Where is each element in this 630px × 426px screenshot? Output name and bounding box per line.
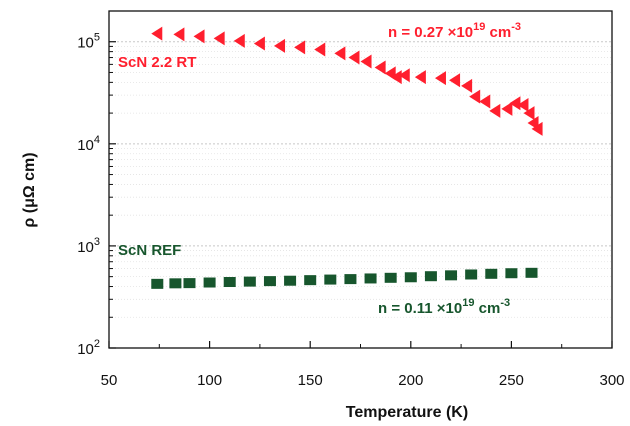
data-point-square <box>424 271 437 282</box>
carrier-text: n = 0.27 ×10 <box>388 24 473 41</box>
data-point-triangle <box>173 27 185 42</box>
data-point-triangle <box>390 70 402 85</box>
series-label-scn-2-2-rt: ScN 2.2 RT <box>118 54 196 71</box>
data-point-triangle <box>501 101 513 116</box>
data-point-triangle <box>360 54 372 69</box>
carrier-unit-exponent: -3 <box>511 21 521 33</box>
data-point-square <box>243 276 256 287</box>
data-point-triangle <box>449 73 461 88</box>
data-point-square <box>465 269 478 280</box>
y-axis-label: ρ (μΩ cm) <box>21 152 38 227</box>
series-scn-ref <box>151 267 538 289</box>
y-tick-label: 102 <box>77 338 100 358</box>
series-scn-2-2-rt <box>151 26 543 136</box>
x-axis-label: Temperature (K) <box>346 404 468 421</box>
data-point-square <box>445 270 458 281</box>
data-point-triangle <box>414 70 426 85</box>
data-point-triangle <box>469 89 481 104</box>
data-point-square <box>384 272 397 283</box>
x-tick-label: 100 <box>197 372 222 389</box>
data-point-triangle <box>314 42 326 57</box>
data-point-square <box>169 278 182 289</box>
carrier-exponent: 19 <box>462 297 474 309</box>
carrier-density-annotation-rt: n = 0.27 ×1019 cm-3 <box>388 21 521 41</box>
data-point-triangle <box>348 50 360 65</box>
y-tick-label: 103 <box>77 236 100 256</box>
data-point-square <box>183 278 196 289</box>
data-point-triangle <box>334 46 346 61</box>
x-tick-label: 50 <box>101 372 118 389</box>
data-point-square <box>324 274 337 285</box>
data-point-square <box>263 276 276 287</box>
data-point-triangle <box>479 94 491 109</box>
carrier-unit: cm <box>475 300 501 317</box>
data-point-square <box>364 273 377 284</box>
x-tick-label: 300 <box>599 372 624 389</box>
data-point-triangle <box>517 98 529 113</box>
carrier-unit-exponent: -3 <box>500 297 510 309</box>
carrier-exponent: 19 <box>473 21 485 33</box>
data-point-triangle <box>233 33 245 48</box>
data-point-square <box>304 275 317 286</box>
x-tick-label: 150 <box>298 372 323 389</box>
data-point-square <box>203 277 216 288</box>
data-point-triangle <box>398 68 410 83</box>
series-label-scn-ref: ScN REF <box>118 242 181 259</box>
data-point-triangle <box>523 106 535 121</box>
data-point-triangle <box>274 38 286 53</box>
carrier-text: n = 0.11 ×10 <box>378 300 462 317</box>
data-point-square <box>485 268 498 279</box>
data-point-triangle <box>374 60 386 75</box>
y-tick-label: 104 <box>77 134 100 154</box>
tick-layer: 50 100 150 200 250 300 102 103 104 105 <box>77 10 625 389</box>
carrier-unit: cm <box>485 24 511 41</box>
x-tick-label: 200 <box>398 372 423 389</box>
data-point-square <box>404 272 417 283</box>
data-point-triangle <box>461 78 473 93</box>
data-point-square <box>284 275 297 286</box>
data-point-triangle <box>193 29 205 44</box>
data-point-square <box>151 278 164 289</box>
carrier-density-annotation-ref: n = 0.11 ×1019 cm-3 <box>378 297 510 317</box>
data-point-square <box>344 274 357 285</box>
data-point-square <box>525 267 538 278</box>
data-point-square <box>223 277 236 288</box>
data-layer <box>151 26 543 289</box>
data-point-triangle <box>294 40 306 55</box>
data-point-triangle <box>509 96 521 111</box>
data-point-triangle <box>434 71 446 86</box>
data-point-triangle <box>253 36 265 51</box>
x-tick-label: 250 <box>499 372 524 389</box>
data-point-triangle <box>151 26 163 41</box>
data-point-triangle <box>213 31 225 46</box>
data-point-triangle <box>531 121 543 136</box>
data-point-square <box>505 268 518 279</box>
y-tick-label: 105 <box>77 32 100 52</box>
data-point-triangle <box>489 103 501 118</box>
